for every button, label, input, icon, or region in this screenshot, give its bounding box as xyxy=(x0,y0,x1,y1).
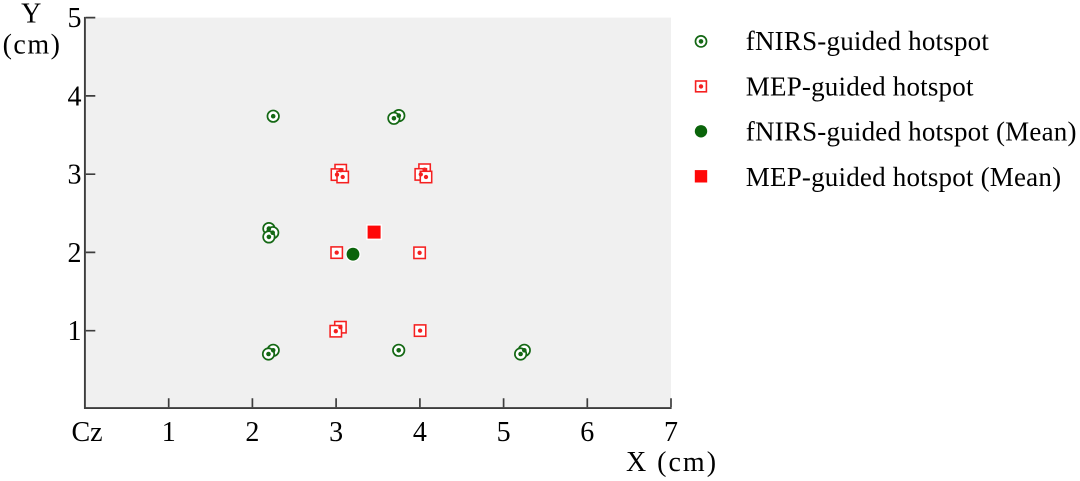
svg-text:1: 1 xyxy=(162,417,176,448)
svg-text:4: 4 xyxy=(68,81,82,112)
svg-text:2: 2 xyxy=(245,417,259,448)
svg-text:1: 1 xyxy=(68,316,82,347)
svg-text:MEP-guided hotspot: MEP-guided hotspot xyxy=(746,71,974,101)
svg-text:5: 5 xyxy=(497,417,511,448)
svg-text:Cz: Cz xyxy=(71,417,102,448)
svg-text:5: 5 xyxy=(68,3,82,34)
svg-text:4: 4 xyxy=(413,417,427,448)
svg-text:fNIRS-guided hotspot: fNIRS-guided hotspot xyxy=(746,26,990,56)
svg-text:3: 3 xyxy=(68,160,82,191)
svg-text:X (cm): X (cm) xyxy=(626,447,718,478)
svg-text:2: 2 xyxy=(68,238,82,269)
svg-text:fNIRS-guided hotspot (Mean): fNIRS-guided hotspot (Mean) xyxy=(746,117,1077,147)
svg-text:MEP-guided hotspot (Mean): MEP-guided hotspot (Mean) xyxy=(746,162,1061,192)
svg-text:(cm): (cm) xyxy=(3,30,62,61)
svg-text:6: 6 xyxy=(580,417,594,448)
svg-text:3: 3 xyxy=(329,417,343,448)
svg-text:Y: Y xyxy=(21,0,41,30)
svg-text:7: 7 xyxy=(664,417,678,448)
